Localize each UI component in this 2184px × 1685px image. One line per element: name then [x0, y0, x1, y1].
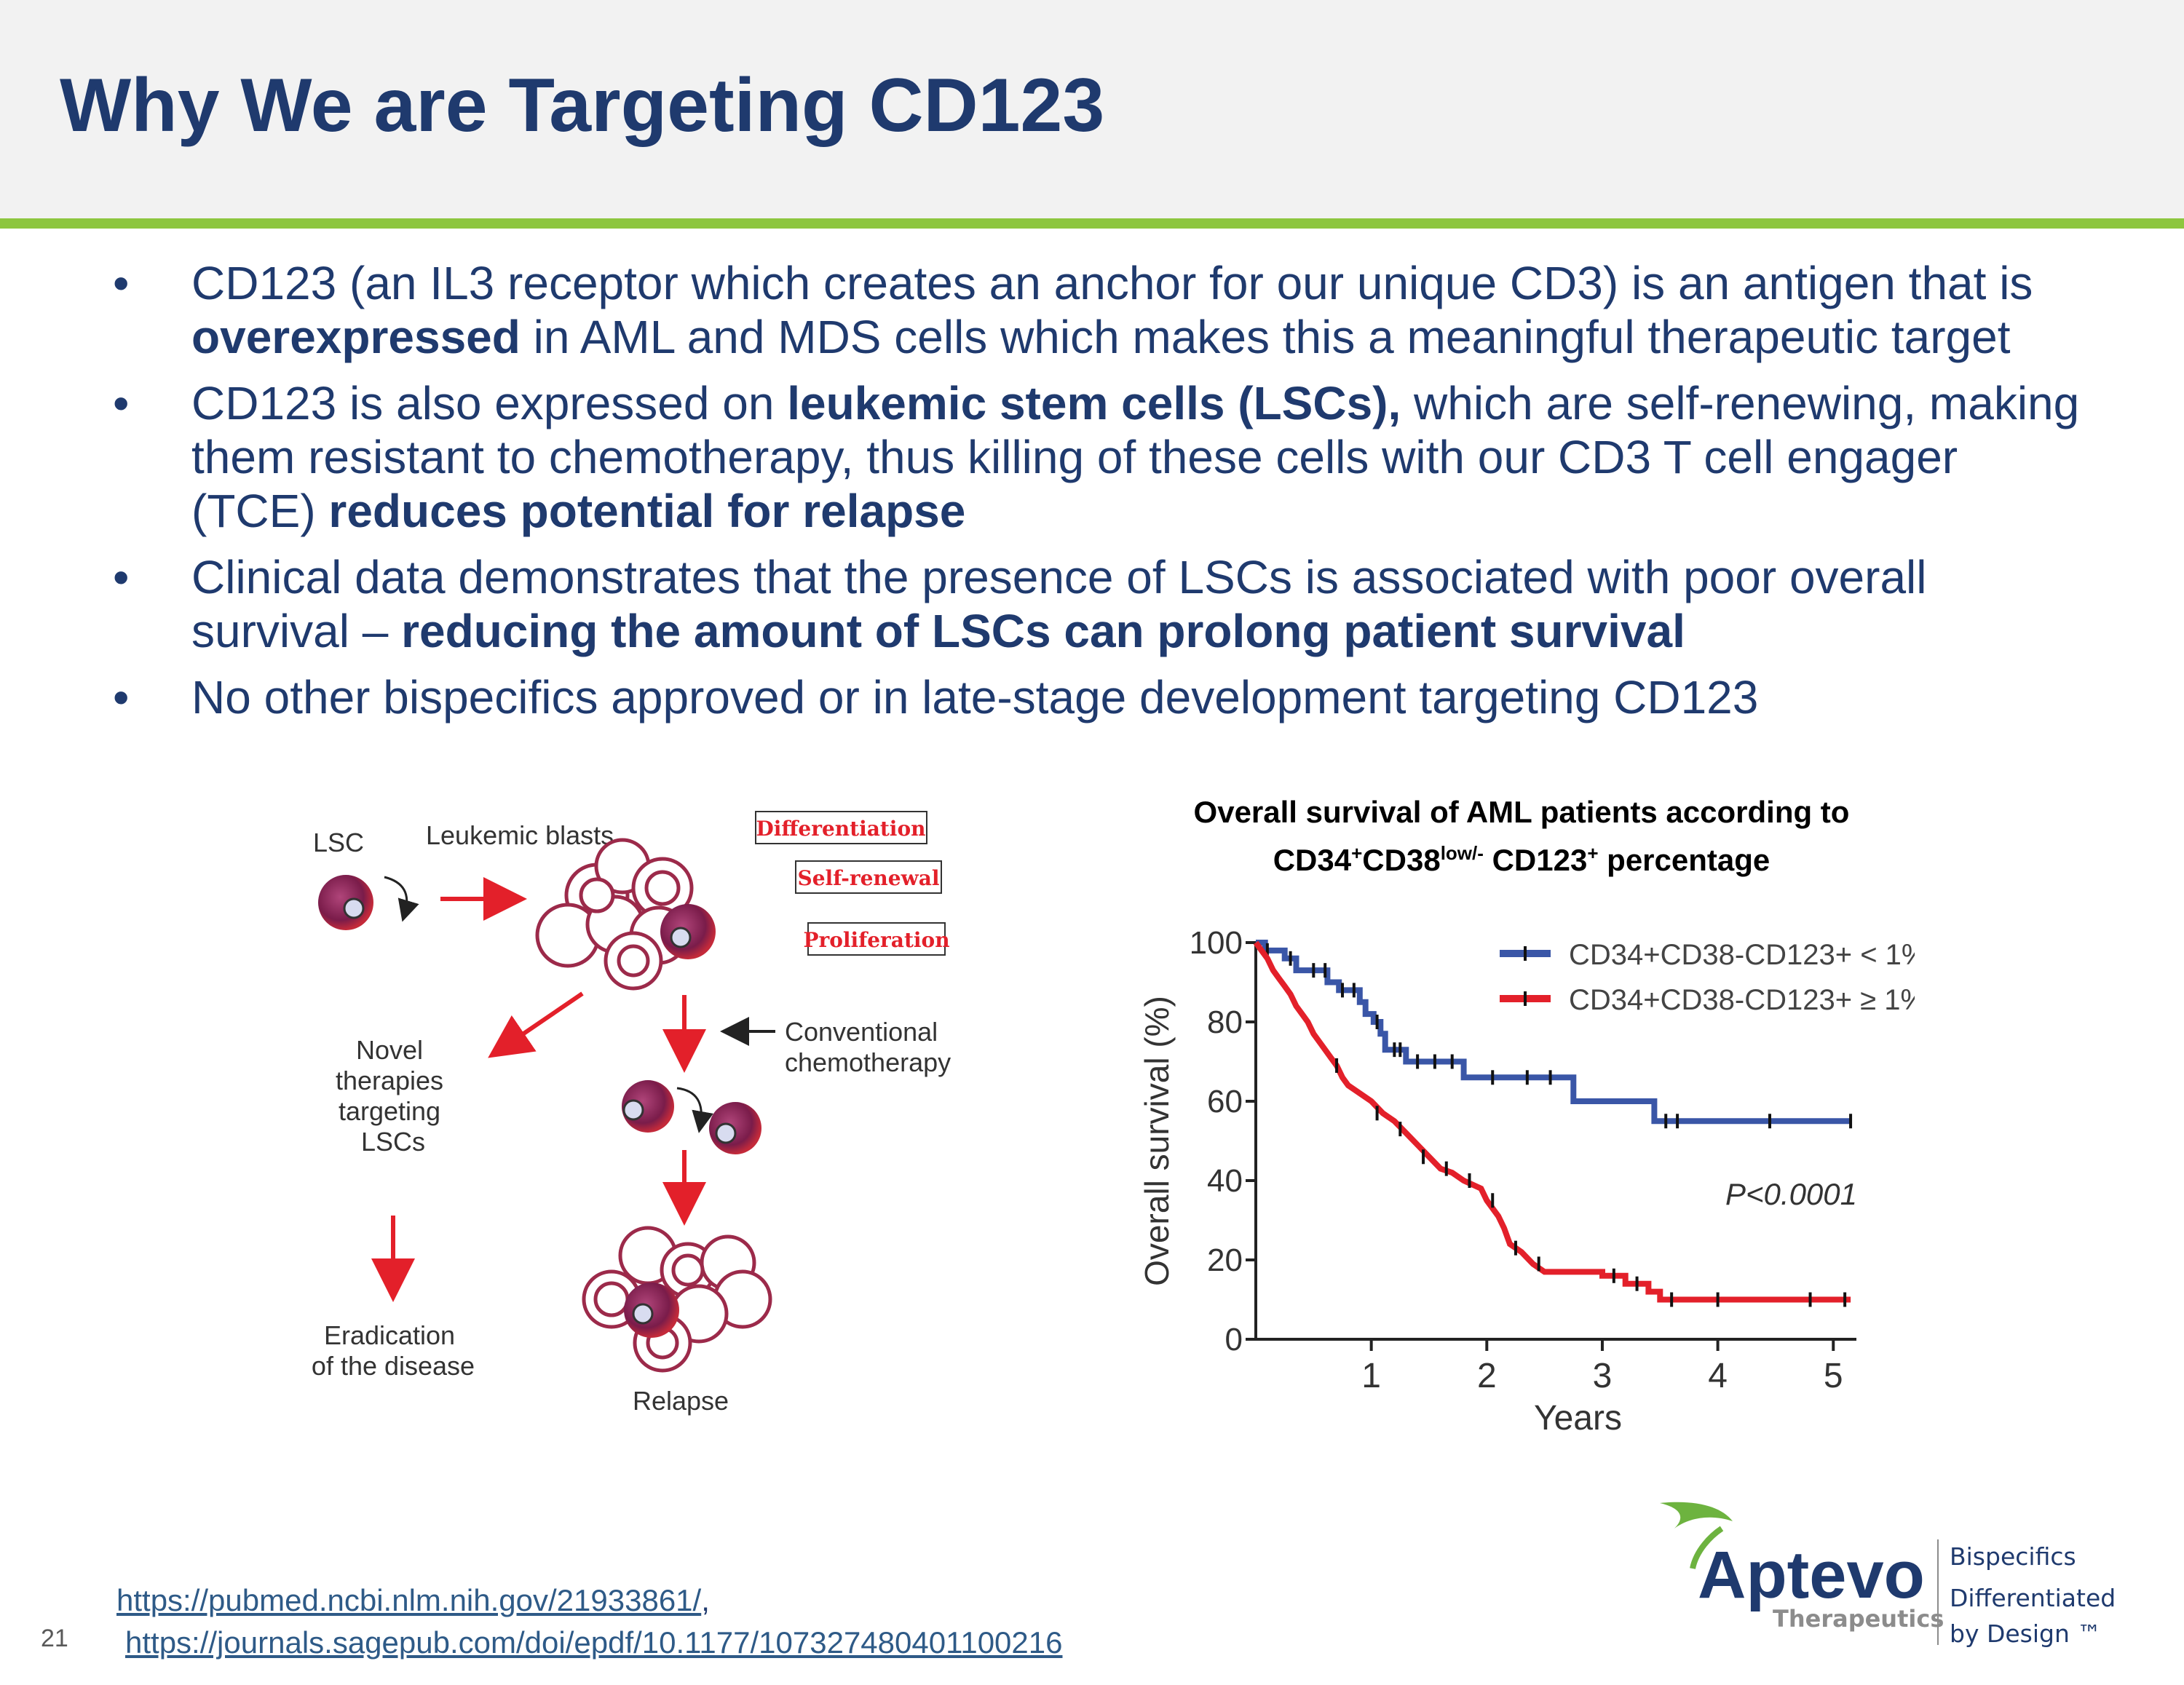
- logo-subtitle: Therapeutics: [1773, 1605, 1944, 1633]
- bullet-list: • CD123 (an IL3 receptor which creates an…: [113, 256, 2093, 737]
- title-divider: [0, 218, 2184, 229]
- y-tick-label: 40: [1207, 1163, 1243, 1199]
- label-eradication: Eradication of the disease: [312, 1320, 475, 1381]
- y-axis-label: Overall survival (%): [1138, 996, 1176, 1286]
- bullet-item: • CD123 (an IL3 receptor which creates an…: [113, 256, 2093, 364]
- y-tick-label: 20: [1207, 1242, 1243, 1278]
- bullet-dot: •: [113, 257, 130, 309]
- x-tick-label: 4: [1708, 1357, 1728, 1395]
- leaf-icon: [1660, 1502, 1733, 1529]
- x-tick-label: 2: [1477, 1357, 1497, 1395]
- y-tick-label: 60: [1207, 1084, 1243, 1119]
- bullet-text: leukemic stem cells (LSCs),: [787, 377, 1401, 429]
- bullet-text: Clinical data demonstrates that the pres…: [191, 551, 1927, 657]
- svg-text:Proliferation: Proliferation: [803, 928, 949, 952]
- bullet-text: in AML and MDS cells which makes this a …: [520, 311, 2011, 363]
- title-bar: [0, 0, 2184, 218]
- reference-link-pubmed[interactable]: https://pubmed.ncbi.nlm.nih.gov/21933861…: [116, 1583, 702, 1617]
- legend-label: CD34+CD38-CD123+ ≥ 1%: [1569, 984, 1915, 1016]
- p-value-annotation: P<0.0001: [1725, 1177, 1857, 1211]
- blast-cluster-bottom: [582, 1226, 772, 1373]
- label-lsc: LSC: [313, 828, 364, 857]
- survival-chart: 0 20 40 60 80 100 1 2 3 4 5 Years Overall survival (…: [1138, 925, 1915, 1438]
- bullet-text: CD123 (an IL3 receptor which creates an …: [191, 257, 2033, 309]
- series-line: [1256, 940, 1851, 1125]
- chart-title: Overall survival of AML patients accordi…: [1193, 795, 1850, 877]
- bullet-text: No other bispecifics approved or in late…: [191, 671, 1759, 723]
- tag-proliferation: Proliferation: [803, 922, 950, 956]
- logo-tagline: Bispecifics Differentiated by Design ™: [1950, 1542, 2124, 1648]
- bullet-text: overexpressed: [191, 311, 521, 363]
- tag-differentiation: Differentiation: [755, 811, 927, 844]
- aptevo-logo: Aptevo Therapeutics Bispecifics Differen…: [1660, 1502, 2124, 1648]
- bullet-text: reducing the amount of LSCs can prolong …: [401, 605, 1685, 657]
- references: https://pubmed.ncbi.nlm.nih.gov/21933861…: [116, 1583, 1063, 1660]
- lsc-in-cluster: [660, 904, 716, 959]
- svg-text:Differentiation: Differentiation: [756, 817, 926, 841]
- bullet-text: reduces potential for relapse: [328, 485, 966, 537]
- x-tick-label: 5: [1824, 1357, 1843, 1395]
- bullet-item: • CD123 is also expressed on leukemic ste…: [113, 376, 2093, 538]
- label-novel-therapies: Novel therapies targeting LSCs: [336, 1035, 451, 1157]
- bullet-item: • No other bispecifics approved or in lat…: [113, 670, 2093, 724]
- bullet-text: CD123 is also expressed on: [191, 377, 788, 429]
- lsc-schematic: LSC Leukemic blasts Differentiation Self…: [312, 811, 951, 1416]
- slide-title: Why We are Targeting CD123: [60, 63, 1105, 148]
- bullet-item: • Clinical data demonstrates that the pre…: [113, 550, 2093, 658]
- x-tick-label: 3: [1593, 1357, 1613, 1395]
- label-conventional-chemo: Conventional chemotherapy: [785, 1017, 951, 1077]
- label-leukemic-blasts: Leukemic blasts: [426, 820, 614, 850]
- bullet-text: which are self-renewing, making them res…: [191, 377, 2080, 537]
- bullet-dot: •: [113, 671, 130, 723]
- lsc-in-relapse: [624, 1282, 679, 1338]
- svg-text:Self-renewal: Self-renewal: [798, 866, 940, 890]
- logo-wordmark: Aptevo: [1698, 1538, 1925, 1612]
- bullet-dot: •: [113, 551, 130, 603]
- reference-link-sagepub[interactable]: https://journals.sagepub.com/doi/epdf/10…: [125, 1625, 1063, 1660]
- y-tick-label: 80: [1207, 1004, 1243, 1040]
- legend-label: CD34+CD38-CD123+ < 1%: [1569, 939, 1915, 971]
- x-tick-label: 1: [1361, 1357, 1381, 1395]
- series-line: [1253, 940, 1851, 1303]
- y-tick-label: 100: [1190, 925, 1243, 961]
- y-tick-label: 0: [1225, 1322, 1243, 1357]
- page-number: 21: [41, 1625, 68, 1652]
- lsc-cell: [318, 875, 373, 930]
- x-axis-label: Years: [1534, 1399, 1622, 1438]
- label-relapse: Relapse: [633, 1386, 729, 1416]
- lsc-pair: [622, 1080, 761, 1154]
- tag-self-renewal: Self-renewal: [795, 860, 942, 894]
- bullet-dot: •: [113, 377, 130, 429]
